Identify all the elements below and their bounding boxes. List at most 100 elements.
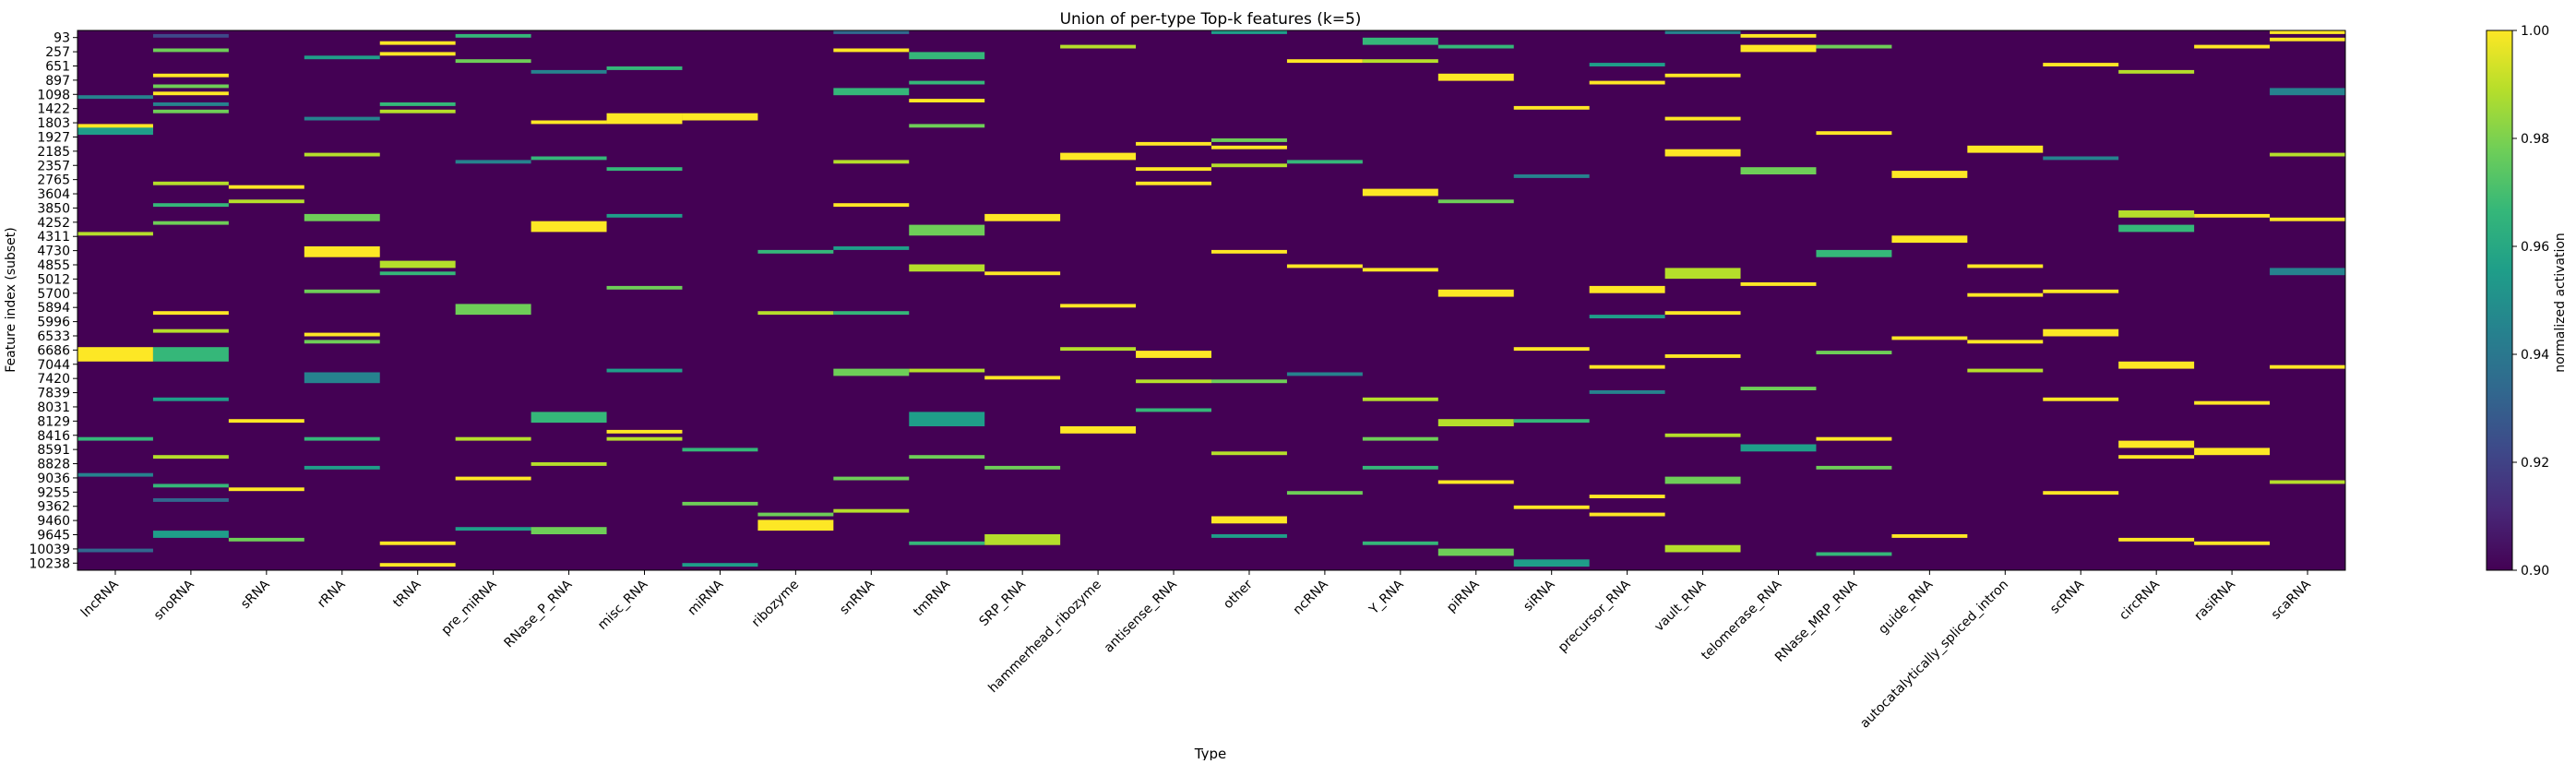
y-tick-label: 9645 <box>37 529 70 543</box>
heatmap-cell <box>1211 379 1287 384</box>
y-tick-label: 4311 <box>37 230 70 245</box>
heatmap-cell <box>1816 436 1892 441</box>
heatmap-cell <box>2118 361 2195 369</box>
x-tick-label: ribozyme <box>749 578 802 630</box>
heatmap-cell <box>833 476 910 481</box>
heatmap-cell <box>1136 167 1211 172</box>
heatmap-cell <box>455 33 531 38</box>
heatmap-cell <box>757 512 834 517</box>
heatmap-cell <box>682 563 758 567</box>
heatmap-cell <box>152 328 229 333</box>
heatmap-cell <box>833 311 910 316</box>
colorbar-tick-label: 1.00 <box>2521 24 2549 39</box>
heatmap-cell <box>1891 534 1968 538</box>
heatmap-cell <box>757 249 834 254</box>
heatmap-cell <box>909 264 985 272</box>
x-axis-label: Type <box>1194 746 1226 760</box>
heatmap-cell <box>228 199 304 204</box>
heatmap-cell <box>1589 495 1665 498</box>
heatmap-cell <box>152 48 229 53</box>
heatmap-cell <box>1589 315 1665 318</box>
y-tick-label: 1422 <box>37 102 70 117</box>
heatmap-cell <box>2194 400 2271 405</box>
heatmap-cell <box>304 213 380 221</box>
heatmap-cell <box>757 519 834 531</box>
heatmap-cell <box>78 95 153 100</box>
heatmap-cell <box>2270 364 2345 369</box>
heatmap-cell <box>757 311 834 316</box>
x-tick-label: rasiRNA <box>2192 577 2239 624</box>
heatmap-cell <box>1136 408 1211 412</box>
heatmap-cell <box>1589 80 1665 85</box>
heatmap-cell <box>1664 544 1741 553</box>
heatmap-cell <box>1589 512 1665 517</box>
heatmap-cell <box>606 213 683 218</box>
y-tick-label: 1927 <box>37 130 70 145</box>
y-tick-label: 8031 <box>37 400 70 415</box>
heatmap-cell <box>1664 30 1741 34</box>
heatmap-cell <box>1967 368 2044 373</box>
heatmap-cell <box>1136 141 1211 146</box>
heatmap-cell <box>1513 419 1590 424</box>
heatmap-cell <box>984 376 1061 380</box>
heatmap-cell <box>1816 465 1892 470</box>
heatmap-cell <box>2118 210 2195 218</box>
colorbar-tick-label: 0.94 <box>2521 348 2549 363</box>
heatmap-cell <box>1589 364 1665 369</box>
x-tick-label: tmRNA <box>911 577 953 619</box>
heatmap-cell <box>2118 440 2195 448</box>
x-tick-label: scaRNA <box>2269 577 2314 622</box>
heatmap-cell <box>1362 37 1438 45</box>
heatmap-cell <box>1060 426 1137 434</box>
heatmap-cell <box>1286 59 1363 64</box>
heatmap-cell <box>1211 138 1287 142</box>
heatmap-cell <box>833 203 910 208</box>
heatmap-cell <box>379 271 456 276</box>
heatmap-cell <box>984 271 1061 276</box>
heatmap-cell <box>1740 387 1817 390</box>
heatmap-cell <box>833 368 910 376</box>
heatmap-cell <box>455 527 531 531</box>
x-tick-label: RNase_MRP_RNA <box>1772 577 1861 665</box>
heatmap-cell <box>1816 351 1892 354</box>
heatmap-cell <box>152 203 229 208</box>
heatmap-cell <box>1513 174 1590 178</box>
heatmap-cell <box>531 462 607 466</box>
heatmap-cell <box>1816 44 1892 49</box>
heatmap-cell <box>1437 73 1514 81</box>
heatmap-cell <box>1664 268 1741 280</box>
y-tick-label: 8591 <box>37 443 70 458</box>
heatmap-cell <box>606 436 683 441</box>
x-tick-label: guide_RNA <box>1876 577 1936 637</box>
heatmap-cell <box>1437 419 1514 426</box>
heatmap-cell <box>1060 44 1137 49</box>
heatmap-cell <box>2270 88 2345 96</box>
heatmap-cell <box>2270 152 2345 157</box>
x-tick-label: other <box>1221 577 1256 612</box>
heatmap-cell <box>1286 372 1363 376</box>
heatmap-cell <box>1211 249 1287 254</box>
heatmap-cell <box>1211 451 1287 456</box>
heatmap-cell <box>1816 249 1892 257</box>
heatmap-cell <box>833 48 910 53</box>
heatmap-cell <box>1211 30 1287 34</box>
heatmap-cell <box>1967 292 2044 297</box>
heatmap-cell <box>909 99 985 102</box>
x-tick-label: miRNA <box>685 577 726 618</box>
heatmap-cell <box>2118 455 2195 460</box>
heatmap-cell <box>2043 397 2119 401</box>
y-tick-label: 5012 <box>37 272 70 287</box>
heatmap-cell <box>379 260 456 269</box>
heatmap-cell <box>2118 224 2195 233</box>
heatmap-cell <box>1286 264 1363 269</box>
heatmap-cell <box>1211 145 1287 149</box>
heatmap-cell <box>1589 63 1665 66</box>
x-axis-ticks: lncRNA snoRNA sRNA rRNA tRNA pre_miRNA RNase_P… <box>78 570 2314 731</box>
heatmap-cell <box>1740 33 1817 38</box>
heatmap-cell <box>2194 213 2271 218</box>
heatmap-cell <box>531 69 607 74</box>
heatmap-cell <box>455 59 531 64</box>
heatmap-cell <box>152 221 229 225</box>
x-tick-label: circRNA <box>2117 577 2163 623</box>
